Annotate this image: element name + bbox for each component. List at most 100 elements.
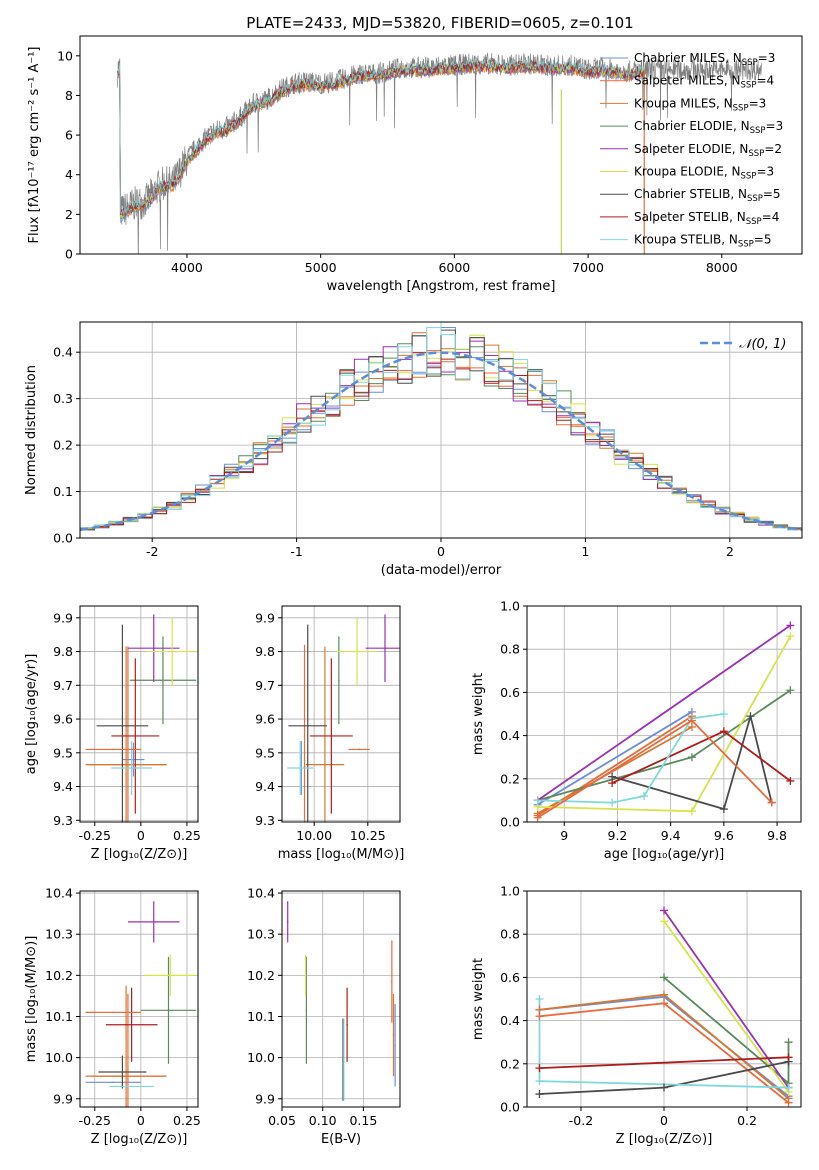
data-point bbox=[306, 725, 309, 727]
data-point bbox=[394, 1044, 396, 1047]
series-marker bbox=[746, 712, 755, 721]
panel-mass-vs-ebv: 0.05 0.10 0.15 9.9 10.0 10.1 10.2 10.3 10.4 E(B-V… bbox=[247, 886, 401, 1147]
legend-label: Salpeter MILES, NSSP=4 bbox=[634, 74, 774, 91]
y-tick-label: 1.0 bbox=[500, 884, 520, 899]
y-tick-label: 9.7 bbox=[53, 678, 73, 693]
panel-weight-vs-z: -0.2 0 0.2 0.0 0.2 0.4 0.6 0.8 1.0 Z [log₁₀(Z/Z⊙)… bbox=[471, 884, 802, 1147]
series-marker bbox=[608, 798, 617, 807]
data-point bbox=[162, 679, 164, 682]
x-axis-label: age [log₁₀(age/yr)] bbox=[604, 847, 725, 862]
y-tick-label: 0.4 bbox=[500, 1013, 520, 1028]
x-tick-label: -1 bbox=[290, 544, 302, 559]
x-tick-label: 9.2 bbox=[608, 828, 628, 843]
y-tick-label: 9.4 bbox=[53, 779, 73, 794]
x-tick-label: 0.25 bbox=[173, 1113, 201, 1128]
y-tick-label: 10.2 bbox=[247, 968, 275, 983]
x-axis-label: wavelength [Angstrom, rest frame] bbox=[327, 279, 556, 294]
x-tick-label: 0 bbox=[137, 828, 145, 843]
axes-frame bbox=[79, 605, 199, 823]
y-tick-label: 10.0 bbox=[45, 1050, 73, 1065]
y-tick-label: 9.3 bbox=[53, 813, 73, 828]
axes-frame bbox=[79, 890, 199, 1108]
panel-weight-vs-age: 9 9.2 9.4 9.6 9.8 0.0 0.2 0.4 0.6 0.8 1.0 age [log₁… bbox=[471, 599, 802, 862]
legend-label: Salpeter STELIB, NSSP=4 bbox=[634, 210, 779, 227]
y-tick-label: 10.1 bbox=[247, 1009, 275, 1024]
x-axis-label: mass [log₁₀(M/M⊙)] bbox=[278, 847, 405, 862]
series-line bbox=[537, 726, 693, 815]
legend-subscript: SSP bbox=[746, 217, 762, 227]
panel-spectrum: 4000 5000 6000 7000 8000 0 2 4 6 8 10 wavelength [A… bbox=[27, 35, 803, 294]
model-spectrum-4 bbox=[117, 60, 645, 217]
x-tick-label: -0.25 bbox=[79, 828, 111, 843]
y-tick-label: 9.5 bbox=[255, 745, 275, 760]
axes-frame bbox=[281, 605, 401, 823]
x-tick-label: 6000 bbox=[438, 260, 470, 275]
y-tick-label: 9.9 bbox=[255, 1091, 275, 1106]
y-tick-label: 0 bbox=[65, 247, 73, 262]
y-tick-label: 9.9 bbox=[53, 1091, 73, 1106]
y-tick-label: 0.4 bbox=[500, 728, 520, 743]
data-point bbox=[358, 748, 361, 751]
data-point bbox=[125, 763, 127, 766]
data-point bbox=[125, 1075, 127, 1077]
legend-label: Kroupa STELIB, NSSP=5 bbox=[634, 233, 772, 250]
x-tick-label: -2 bbox=[146, 544, 158, 559]
x-tick-label: 9 bbox=[560, 828, 568, 843]
model-spectrum-2 bbox=[117, 62, 645, 217]
panel-age-vs-mass: 10.00 10.25 9.3 9.4 9.5 9.6 9.7 9.8 9.9 mass [log… bbox=[255, 605, 405, 862]
legend-label: 𝒩(0, 1) bbox=[739, 337, 786, 352]
x-tick-label: 8000 bbox=[706, 260, 738, 275]
panel-residuals: -2 -1 0 1 2 0.0 0.1 0.2 0.3 0.4 (data-model)/error… bbox=[24, 321, 803, 578]
data-point bbox=[121, 1071, 124, 1073]
x-tick-label: 10.00 bbox=[296, 828, 332, 843]
plot-area bbox=[287, 614, 400, 822]
series-marker bbox=[687, 807, 696, 816]
legend-value: =5 bbox=[754, 233, 772, 247]
panel-mass-vs-z: -0.25 0 0.25 9.9 10.0 10.1 10.2 10.3 10.4 Z [log₁… bbox=[24, 886, 201, 1147]
x-tick-label: 9.8 bbox=[767, 828, 787, 843]
plot-area bbox=[85, 614, 198, 822]
legend-label: Kroupa MILES, NSSP=3 bbox=[634, 96, 766, 113]
data-point bbox=[299, 767, 302, 769]
legend-subscript: SSP bbox=[741, 172, 757, 182]
model-spectrum-0 bbox=[117, 63, 645, 224]
y-tick-label: 10 bbox=[57, 48, 73, 63]
x-tick-label: 0.05 bbox=[268, 1113, 296, 1128]
y-tick-label: 9.5 bbox=[53, 745, 73, 760]
series-marker bbox=[660, 1083, 668, 1092]
y-axis-label: mass [log₁₀(M/M⊙)] bbox=[24, 936, 39, 1063]
series-marker bbox=[719, 710, 728, 718]
data-point bbox=[169, 974, 172, 977]
data-point bbox=[304, 974, 307, 977]
series-marker bbox=[687, 716, 696, 725]
y-tick-label: 0.3 bbox=[53, 391, 73, 406]
legend-subscript: SSP bbox=[742, 58, 758, 68]
y-tick-label: 9.4 bbox=[255, 779, 275, 794]
series-marker bbox=[535, 1090, 544, 1099]
series-marker bbox=[767, 798, 776, 807]
y-tick-label: 0.8 bbox=[500, 642, 520, 657]
y-tick-label: 0.1 bbox=[53, 484, 73, 499]
series-marker bbox=[786, 776, 795, 785]
y-tick-label: 10.3 bbox=[45, 927, 73, 942]
y-tick-label: 0.2 bbox=[500, 771, 520, 786]
data-point bbox=[152, 921, 155, 923]
data-point bbox=[112, 748, 114, 751]
model-spectrum-5 bbox=[117, 60, 645, 218]
plot-area bbox=[80, 327, 802, 532]
y-axis-label: mass weight bbox=[471, 958, 486, 1040]
series-marker bbox=[687, 753, 696, 762]
model-spectrum-6 bbox=[117, 59, 644, 216]
plot-area bbox=[537, 624, 792, 819]
axes-frame bbox=[526, 605, 802, 823]
y-tick-label: 0.8 bbox=[500, 927, 520, 942]
x-tick-label: 7000 bbox=[572, 260, 604, 275]
x-tick-label: -0.2 bbox=[569, 1113, 593, 1128]
legend-label: Chabrier MILES, NSSP=3 bbox=[634, 51, 775, 68]
y-tick-label: 0.0 bbox=[500, 815, 520, 830]
data-point bbox=[112, 1081, 114, 1084]
histogram-8 bbox=[80, 327, 802, 531]
series-marker bbox=[660, 973, 668, 982]
y-tick-label: 0.2 bbox=[53, 438, 73, 453]
